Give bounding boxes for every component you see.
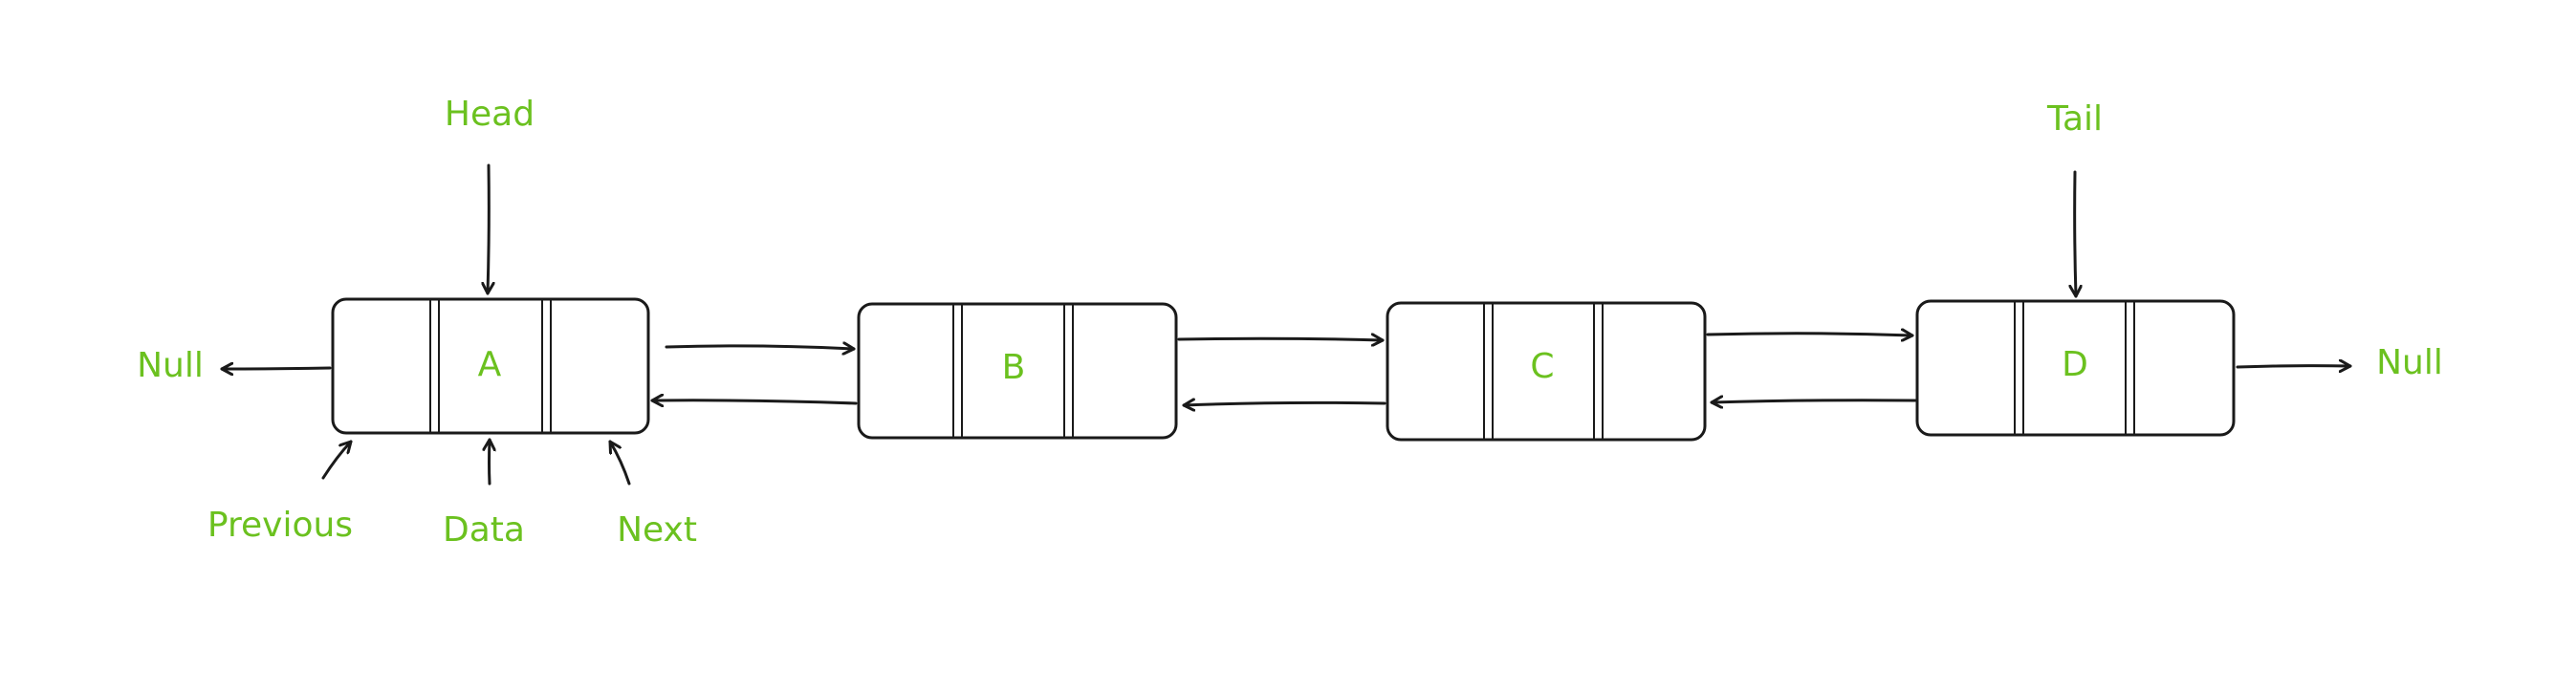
node-b-label: B [1002, 348, 1026, 387]
node-a-divider-next [541, 298, 552, 434]
previous-pointer-arrow [321, 440, 353, 480]
null-label-right: Null [2376, 343, 2443, 382]
prev-arrow-c-to-b [1182, 402, 1386, 405]
null-arrow-left [220, 368, 332, 369]
node-c-divider-next [1593, 302, 1604, 441]
next-arrow-b-to-c [1177, 338, 1385, 340]
data-label: Data [443, 510, 525, 550]
tail-label: Tail [2046, 99, 2103, 139]
node-d: D [1915, 299, 2236, 437]
node-a-box [331, 297, 650, 435]
head-arrow [488, 163, 489, 295]
prev-arrow-d-to-c [1710, 400, 1917, 402]
node-b-divider-prev [952, 303, 963, 439]
prev-arrow-b-to-a [650, 400, 858, 403]
next-pointer-arrow [608, 440, 631, 486]
node-c-divider-prev [1483, 302, 1494, 441]
node-c: C [1386, 301, 1707, 442]
tail-arrow [2075, 170, 2076, 298]
node-d-divider-prev [2014, 300, 2024, 436]
null-arrow-right [2236, 366, 2352, 367]
previous-label: Previous [207, 506, 353, 545]
node-c-box [1386, 301, 1707, 442]
node-a-label: A [478, 345, 502, 384]
node-d-label: D [2062, 345, 2088, 384]
data-pointer-arrow [490, 438, 491, 486]
next-arrow-a-to-b [665, 346, 856, 349]
node-a-divider-prev [429, 298, 440, 434]
node-b-divider-next [1063, 303, 1074, 439]
next-arrow-c-to-d [1706, 334, 1914, 335]
node-a: A [331, 297, 650, 435]
next-label: Next [617, 510, 697, 550]
node-c-label: C [1530, 347, 1554, 386]
null-label-left: Null [137, 346, 204, 385]
head-label: Head [445, 95, 535, 134]
node-d-divider-next [2125, 300, 2135, 436]
node-b-box [857, 302, 1178, 440]
node-d-box [1915, 299, 2236, 437]
node-b: B [857, 302, 1178, 440]
